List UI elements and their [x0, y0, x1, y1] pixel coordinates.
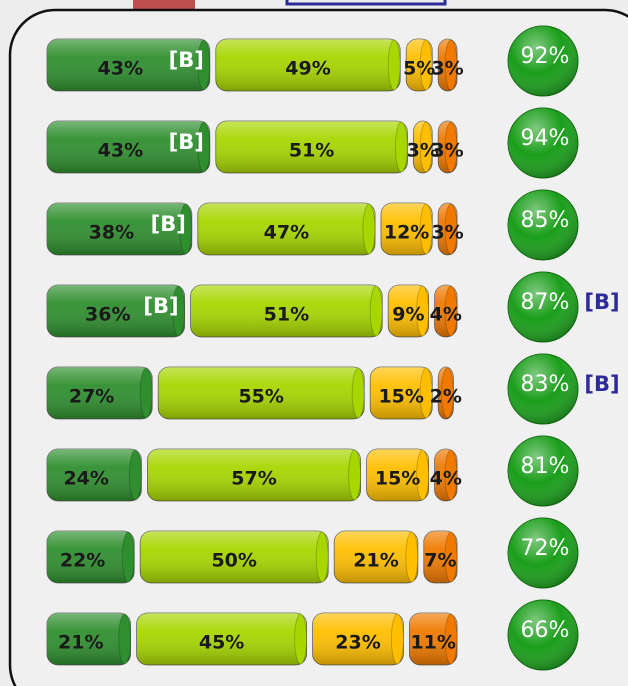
total-label: 94% [521, 126, 570, 151]
bar-cap [388, 40, 400, 90]
segment-label: 12% [384, 222, 429, 244]
segment-label: 4% [430, 468, 462, 490]
bar-cap [140, 368, 152, 418]
total-label: 81% [521, 454, 570, 479]
bar-cap [370, 286, 382, 336]
total-label: 85% [521, 208, 570, 233]
segment-label: 50% [211, 550, 256, 572]
bar-cap [391, 614, 403, 664]
bar-cap [119, 614, 131, 664]
segment-label: 11% [410, 632, 455, 654]
total-badge: [B] [584, 372, 619, 396]
segment-label: 15% [378, 386, 423, 408]
segment-label: 43% [98, 58, 143, 80]
bar-cap [129, 450, 141, 500]
bar-cap [349, 450, 361, 500]
bar-cap [122, 532, 134, 582]
bar-cap [406, 532, 418, 582]
segment-label: 21% [58, 632, 103, 654]
bar-cap [363, 204, 375, 254]
bar-cap [316, 532, 328, 582]
bar-cap [352, 368, 364, 418]
segment-label: 51% [289, 140, 334, 162]
segment-label: 23% [335, 632, 380, 654]
segment-label: 21% [353, 550, 398, 572]
bar-badge: [B] [151, 212, 186, 236]
segment-label: 3% [431, 222, 463, 244]
bar-badge: [B] [143, 294, 178, 318]
bar-badge: [B] [169, 130, 204, 154]
page: 43%49%5%3%[B]92%43%51%3%3%[B]94%38%47%12… [0, 0, 628, 686]
segment-label: 38% [89, 222, 134, 244]
bar-cap [395, 122, 407, 172]
total-label: 92% [521, 44, 570, 69]
segment-label: 49% [285, 58, 330, 80]
total-label: 72% [521, 536, 570, 561]
segment-label: 27% [69, 386, 114, 408]
segment-label: 9% [392, 304, 424, 326]
segment-label: 43% [98, 140, 143, 162]
total-label: 87% [521, 290, 570, 315]
segment-label: 55% [238, 386, 283, 408]
segment-label: 45% [199, 632, 244, 654]
top-box [287, 0, 445, 4]
total-label: 66% [521, 618, 570, 643]
segment-label: 36% [85, 304, 130, 326]
chart: 43%49%5%3%[B]92%43%51%3%3%[B]94%38%47%12… [0, 0, 628, 686]
segment-label: 3% [431, 58, 463, 80]
segment-label: 15% [375, 468, 420, 490]
total-badge: [B] [584, 290, 619, 314]
segment-label: 2% [430, 386, 462, 408]
segment-label: 22% [60, 550, 105, 572]
segment-label: 57% [231, 468, 276, 490]
segment-label: 3% [431, 140, 463, 162]
bar-cap [295, 614, 307, 664]
segment-label: 47% [264, 222, 309, 244]
segment-label: 4% [430, 304, 462, 326]
segment-label: 24% [63, 468, 108, 490]
total-label: 83% [521, 372, 570, 397]
segment-label: 7% [424, 550, 456, 572]
segment-label: 51% [264, 304, 309, 326]
bar-badge: [B] [169, 48, 204, 72]
